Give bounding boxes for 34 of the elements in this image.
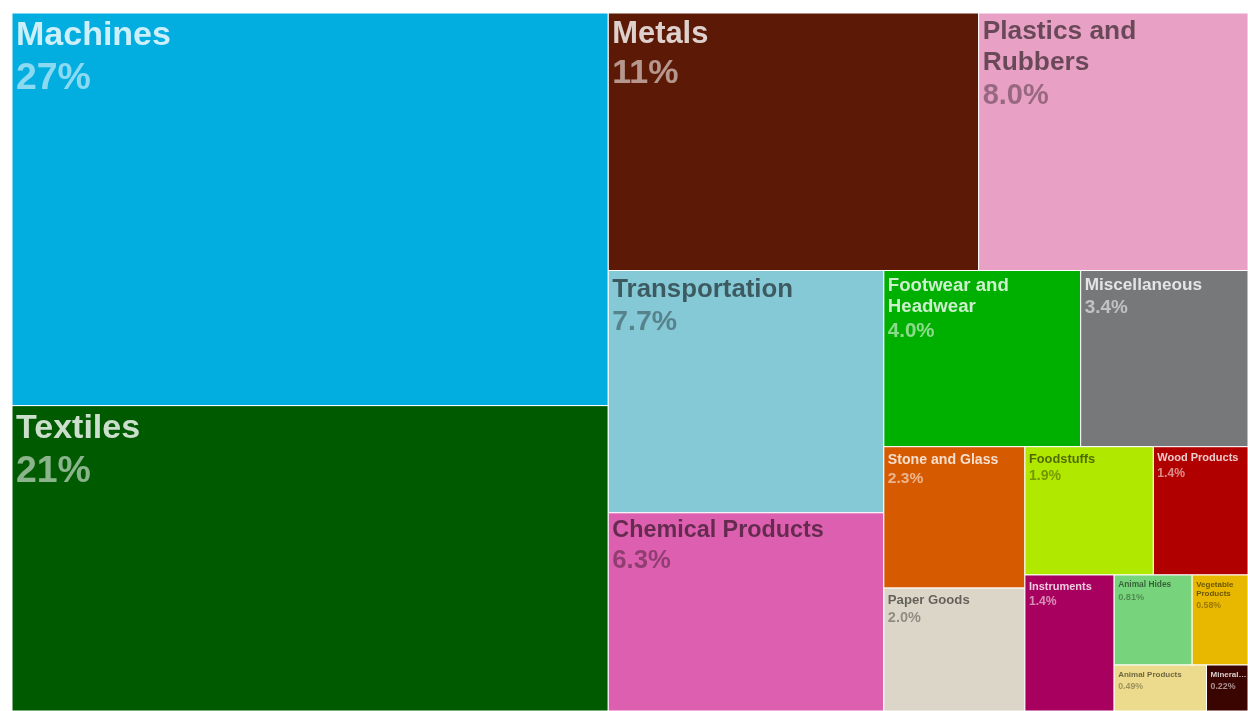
category-label: Vegetable Products bbox=[1196, 580, 1235, 599]
data-label: 7.7% bbox=[612, 304, 678, 337]
category-label: Animal Hides bbox=[1118, 579, 1172, 590]
data-label: 1.9% bbox=[1028, 467, 1062, 484]
category-label: Animal Products bbox=[1118, 670, 1183, 680]
data-label: 8.0% bbox=[982, 78, 1049, 111]
data-label: 0.22% bbox=[1210, 681, 1236, 692]
data-label: 1.4% bbox=[1028, 594, 1057, 609]
data-label: 2.0% bbox=[887, 609, 921, 626]
category-label: Miscellaneous bbox=[1084, 273, 1202, 294]
category-label: Footwear and Headwear bbox=[887, 273, 1009, 317]
data-label: 21% bbox=[16, 447, 91, 490]
category-label: Metals bbox=[612, 14, 709, 50]
data-label: 6.3% bbox=[612, 544, 671, 573]
data-label: 11% bbox=[612, 51, 679, 90]
data-label: 4.0% bbox=[887, 318, 935, 342]
category-label: Chemical Products bbox=[612, 515, 824, 542]
data-label: 0.58% bbox=[1196, 600, 1222, 611]
category-label: Plastics and Rubbers bbox=[982, 15, 1137, 76]
category-label: Textiles bbox=[16, 407, 141, 445]
data-label: 1.4% bbox=[1157, 465, 1186, 480]
category-label: Stone and Glass bbox=[887, 450, 999, 467]
category-label: Wood Products bbox=[1157, 451, 1239, 464]
data-label: 2.3% bbox=[887, 469, 924, 486]
category-label: Transportation bbox=[612, 273, 794, 302]
data-label: 27% bbox=[16, 55, 91, 98]
category-label: Foodstuffs bbox=[1028, 450, 1096, 466]
category-label: Mineral… bbox=[1210, 670, 1247, 680]
category-label: Instruments bbox=[1028, 579, 1092, 592]
data-label: 3.4% bbox=[1084, 295, 1128, 317]
category-label: Machines bbox=[16, 14, 171, 53]
data-label: 0.49% bbox=[1118, 681, 1144, 692]
data-label: 0.81% bbox=[1118, 591, 1145, 602]
category-label: Paper Goods bbox=[887, 592, 970, 608]
